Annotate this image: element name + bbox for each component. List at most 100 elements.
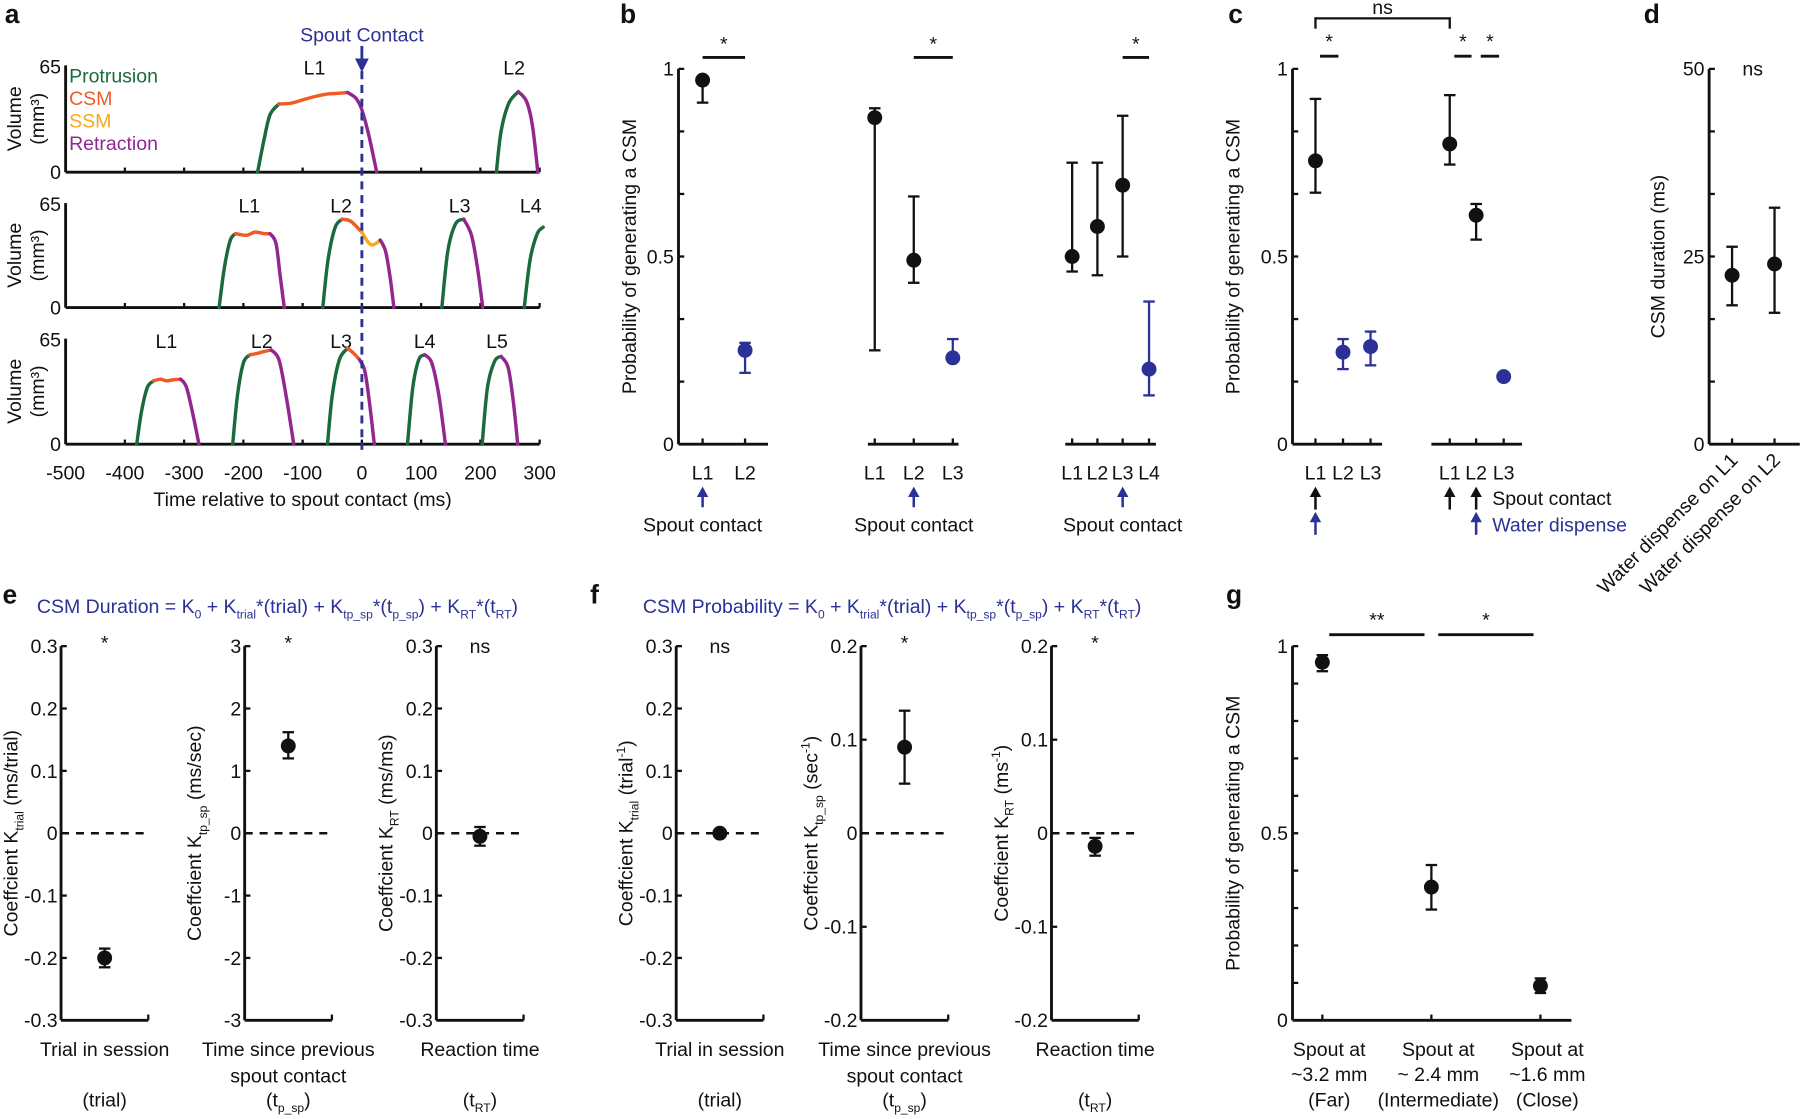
text-part: (trial)	[82, 1089, 126, 1111]
point-L3-marker	[1496, 369, 1512, 385]
significance-label: *	[1091, 633, 1099, 655]
significance-label: *	[284, 633, 292, 655]
y-axis-label: Coeffcient Ktp_sp (ms/sec)	[184, 725, 210, 941]
subscript: 0	[818, 608, 825, 622]
trace-csm	[340, 217, 364, 234]
text-part: *(trial) + K	[879, 596, 966, 618]
panel-label-c: c	[1228, 0, 1243, 29]
text-part: (t	[882, 1089, 894, 1111]
trace-csm	[345, 346, 362, 362]
lick-label: L2	[330, 195, 352, 217]
y-axis-label: Volume	[4, 223, 26, 288]
text-part: ) + K	[1042, 596, 1084, 618]
trace-csm	[152, 377, 183, 383]
text-part: ) + K	[419, 596, 461, 618]
x-tick-label: 300	[523, 463, 556, 485]
trace-protrusion	[217, 231, 238, 310]
point-g0-marker	[1314, 654, 1330, 670]
regression-formula: CSM Probability = K0 + Ktrial*(trial) + …	[643, 596, 1141, 622]
text-part: )	[616, 740, 638, 747]
trace-protrusion	[230, 353, 252, 446]
coefficient-point-marker	[897, 739, 913, 755]
y-tick-label: -0.1	[824, 917, 858, 939]
text-part: (ms/trial)	[0, 730, 22, 811]
point-L1-marker	[695, 72, 711, 88]
spout-contact-label: Spout Contact	[300, 24, 424, 46]
x-axis-label: Trial in session	[40, 1039, 169, 1061]
subscript: RT	[496, 608, 513, 622]
subscript: p_sp	[894, 1101, 920, 1115]
x-tick-label: L2	[1465, 463, 1487, 485]
text-part: (trial	[616, 758, 638, 801]
y-tick-label: 0	[47, 823, 58, 845]
x-tick-label: ~ 2.4 mm	[1397, 1064, 1479, 1086]
y-tick-label: 0.5	[647, 246, 674, 268]
variable-label: (tRT)	[463, 1089, 497, 1115]
y-axis-label: Volume	[4, 359, 26, 424]
arrow-down-icon	[354, 58, 369, 73]
x-tick-label: 200	[464, 463, 497, 485]
significance-label: *	[720, 33, 728, 55]
text-part: CSM Duration = K	[37, 596, 195, 618]
x-tick-label: 0	[356, 463, 367, 485]
y-tick-label: -0.2	[1014, 1010, 1048, 1032]
x-tick-label: (Far)	[1308, 1089, 1350, 1111]
y-tick-label: 0.5	[1261, 246, 1288, 268]
text-part: )	[1135, 596, 1142, 618]
text-part: )	[920, 1089, 927, 1111]
text-part: (t	[266, 1089, 278, 1111]
y-tick-label: 0.2	[30, 698, 57, 720]
water-arrow-up-icon-head	[1470, 511, 1482, 523]
text-part: Coeffcient K	[616, 820, 638, 926]
coefficient-point-marker	[280, 738, 296, 754]
coefficient-point-marker	[97, 950, 113, 966]
y-tick-label: 1	[1277, 59, 1288, 81]
point-L1-marker	[1064, 249, 1080, 264]
lick-label: L4	[520, 195, 542, 217]
point-L2-marker	[906, 252, 922, 268]
lick-label: L2	[503, 58, 525, 80]
y-tick-label: -0.2	[824, 1010, 858, 1032]
text-part: Coeffcient K	[991, 816, 1013, 922]
x-tick-label: Spout at	[1293, 1039, 1366, 1061]
trace-protrusion	[405, 353, 427, 446]
panel-label-e: e	[3, 580, 18, 610]
point-L2-marker	[737, 342, 753, 358]
x-tick-label: L1	[864, 463, 886, 485]
coefficient-point-marker	[472, 828, 488, 844]
point-g2-marker	[1532, 978, 1548, 994]
point-L1-marker	[867, 110, 883, 126]
y-tick-label: 0	[422, 823, 433, 845]
point-L2-marker	[1089, 219, 1105, 234]
text-part: (t	[463, 1089, 475, 1111]
subscript: trial	[12, 811, 26, 830]
y-tick-label: 0.1	[830, 730, 857, 752]
spout-contact-label: Spout contact	[854, 514, 974, 536]
trace-protrusion	[325, 346, 350, 446]
x-tick-label: -500	[46, 463, 85, 485]
y-tick-label: 0	[662, 823, 673, 845]
legend-retraction: Retraction	[69, 133, 158, 155]
variable-label: (trial)	[82, 1089, 126, 1111]
subscript: p_sp	[278, 1101, 304, 1115]
trace-csm	[277, 90, 350, 106]
y-tick-label: 0	[1277, 434, 1288, 456]
y-axis-label: (mm³)	[27, 93, 49, 145]
trace-protrusion	[522, 225, 545, 310]
ns-label: ns	[1372, 0, 1393, 19]
y-tick-label: -3	[224, 1010, 241, 1032]
x-tick-label: -300	[165, 463, 204, 485]
point-L3-marker	[945, 350, 961, 366]
point-L3-marker	[1363, 339, 1379, 355]
y-tick-label: 0.1	[646, 761, 673, 783]
y-tick-label: -0.2	[639, 948, 673, 970]
y-tick-label: -2	[224, 948, 241, 970]
trace-retraction	[422, 353, 448, 446]
y-axis-label: Coeffcient Ktp_sp (sec-1)	[799, 736, 827, 931]
y-tick-label: 1	[1277, 636, 1288, 658]
lick-label: L1	[304, 58, 326, 80]
significance-label: *	[1325, 31, 1333, 53]
water-arrow-up-icon-head	[1309, 511, 1322, 523]
significance-label: *	[1482, 610, 1490, 632]
significance-label: *	[1459, 31, 1467, 53]
